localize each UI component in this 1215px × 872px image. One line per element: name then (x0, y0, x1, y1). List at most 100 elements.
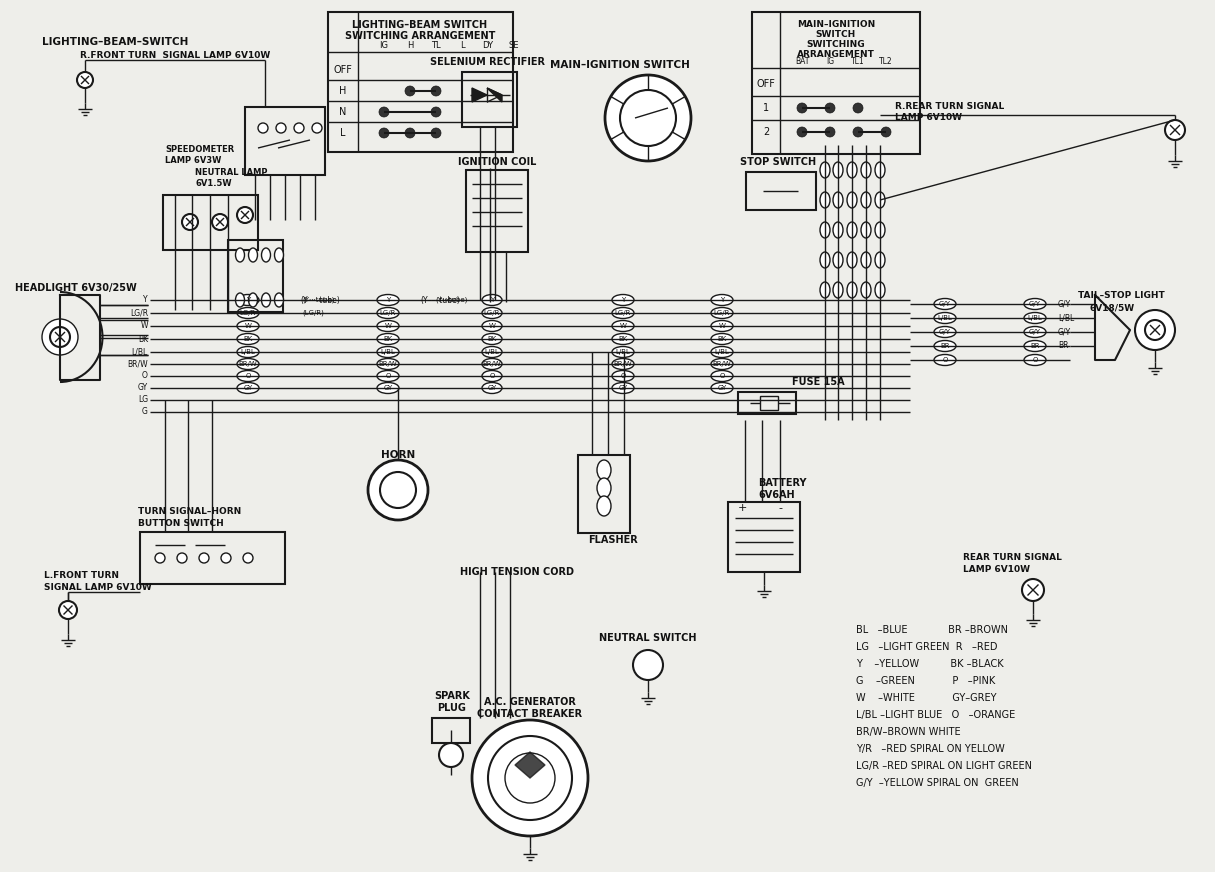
Circle shape (825, 103, 835, 113)
Ellipse shape (612, 321, 634, 331)
Ellipse shape (1024, 355, 1046, 365)
Text: G/Y  –YELLOW SPIRAL ON  GREEN: G/Y –YELLOW SPIRAL ON GREEN (857, 778, 1018, 788)
Ellipse shape (612, 383, 634, 393)
Circle shape (431, 128, 441, 138)
Text: W: W (488, 323, 496, 329)
Ellipse shape (237, 346, 259, 358)
Text: G    –GREEN            P   –PINK: G –GREEN P –PINK (857, 676, 995, 686)
Ellipse shape (237, 308, 259, 318)
Circle shape (633, 650, 663, 680)
Ellipse shape (711, 308, 733, 318)
Text: W    –WHITE            GY–GREY: W –WHITE GY–GREY (857, 693, 996, 703)
Text: L: L (340, 128, 346, 138)
Ellipse shape (482, 346, 502, 358)
Circle shape (177, 553, 187, 563)
Bar (738, 392, 796, 414)
Text: Y: Y (490, 297, 495, 303)
Ellipse shape (934, 340, 956, 351)
Circle shape (237, 207, 253, 223)
Circle shape (43, 319, 78, 355)
Ellipse shape (261, 293, 271, 307)
Text: -: - (778, 503, 782, 513)
Ellipse shape (861, 192, 871, 208)
Text: BR/W: BR/W (379, 361, 397, 367)
Text: O: O (719, 373, 724, 379)
Ellipse shape (249, 248, 258, 262)
Text: HORN: HORN (380, 450, 416, 460)
Circle shape (379, 107, 389, 117)
Text: N: N (339, 107, 346, 117)
Ellipse shape (1024, 312, 1046, 324)
Text: CONTACT BREAKER: CONTACT BREAKER (477, 709, 582, 719)
Ellipse shape (482, 371, 502, 381)
Ellipse shape (711, 358, 733, 370)
Text: LAMP 6V10W: LAMP 6V10W (963, 566, 1030, 575)
Circle shape (1022, 579, 1044, 601)
Text: GY: GY (618, 385, 628, 391)
Text: G/Y: G/Y (1029, 329, 1041, 335)
Ellipse shape (833, 162, 843, 178)
Text: SWITCHING ARRANGEMENT: SWITCHING ARRANGEMENT (345, 31, 496, 41)
Text: SIGNAL LAMP 6V10W: SIGNAL LAMP 6V10W (44, 582, 152, 591)
Circle shape (605, 75, 691, 161)
Text: O: O (490, 373, 495, 379)
Text: L/BL: L/BL (938, 315, 953, 321)
Ellipse shape (236, 293, 244, 307)
Bar (746, 172, 816, 210)
Text: L/BL: L/BL (616, 349, 631, 355)
Text: SELENIUM RECTIFIER: SELENIUM RECTIFIER (430, 57, 546, 67)
Ellipse shape (612, 358, 634, 370)
Text: L/BL: L/BL (131, 348, 148, 357)
Text: LG   –LIGHT GREEN  R   –RED: LG –LIGHT GREEN R –RED (857, 642, 998, 652)
Text: (Y–––tube): (Y–––tube) (300, 296, 340, 304)
Ellipse shape (934, 312, 956, 324)
Text: G/Y: G/Y (1058, 299, 1072, 309)
Text: MAIN–IGNITION: MAIN–IGNITION (797, 20, 875, 29)
Text: W: W (620, 323, 627, 329)
Text: Y: Y (245, 297, 250, 303)
Ellipse shape (377, 308, 399, 318)
Ellipse shape (377, 371, 399, 381)
Circle shape (182, 214, 198, 230)
Text: TL2: TL2 (880, 58, 893, 66)
Text: L/BL –LIGHT BLUE   O   –ORANGE: L/BL –LIGHT BLUE O –ORANGE (857, 710, 1016, 720)
Circle shape (60, 601, 77, 619)
Bar (578, 455, 631, 533)
Ellipse shape (377, 358, 399, 370)
Text: LG/R: LG/R (714, 310, 730, 316)
Ellipse shape (612, 371, 634, 381)
Text: SWITCH: SWITCH (816, 30, 857, 39)
Ellipse shape (833, 222, 843, 238)
Ellipse shape (875, 252, 885, 268)
Text: (Y–––tube): (Y–––tube) (420, 296, 459, 304)
Text: W: W (141, 322, 148, 330)
Ellipse shape (612, 346, 634, 358)
Text: BK: BK (243, 336, 253, 342)
Ellipse shape (275, 248, 283, 262)
Ellipse shape (597, 478, 611, 498)
Text: BL   –BLUE             BR –BROWN: BL –BLUE BR –BROWN (857, 625, 1008, 635)
Text: ARRANGEMENT: ARRANGEMENT (797, 50, 875, 59)
Ellipse shape (377, 346, 399, 358)
Text: Y/R   –RED SPIRAL ON YELLOW: Y/R –RED SPIRAL ON YELLOW (857, 744, 1005, 754)
Ellipse shape (237, 383, 259, 393)
Ellipse shape (711, 346, 733, 358)
Text: Y    –YELLOW          BK –BLACK: Y –YELLOW BK –BLACK (857, 659, 1004, 669)
Bar (752, 12, 920, 154)
Text: O: O (142, 371, 148, 380)
Ellipse shape (861, 162, 871, 178)
Text: G: G (142, 407, 148, 417)
Text: HEADLIGHT 6V30/25W: HEADLIGHT 6V30/25W (15, 283, 137, 293)
Ellipse shape (1024, 298, 1046, 310)
Ellipse shape (875, 222, 885, 238)
Text: FUSE 15A: FUSE 15A (792, 377, 844, 387)
Ellipse shape (934, 298, 956, 310)
Text: GY: GY (717, 385, 727, 391)
Text: IG: IG (379, 42, 389, 51)
Bar (140, 532, 286, 584)
Circle shape (1145, 320, 1165, 340)
Circle shape (405, 86, 416, 96)
Text: GY: GY (487, 385, 497, 391)
Ellipse shape (711, 333, 733, 344)
Text: Y: Y (719, 297, 724, 303)
